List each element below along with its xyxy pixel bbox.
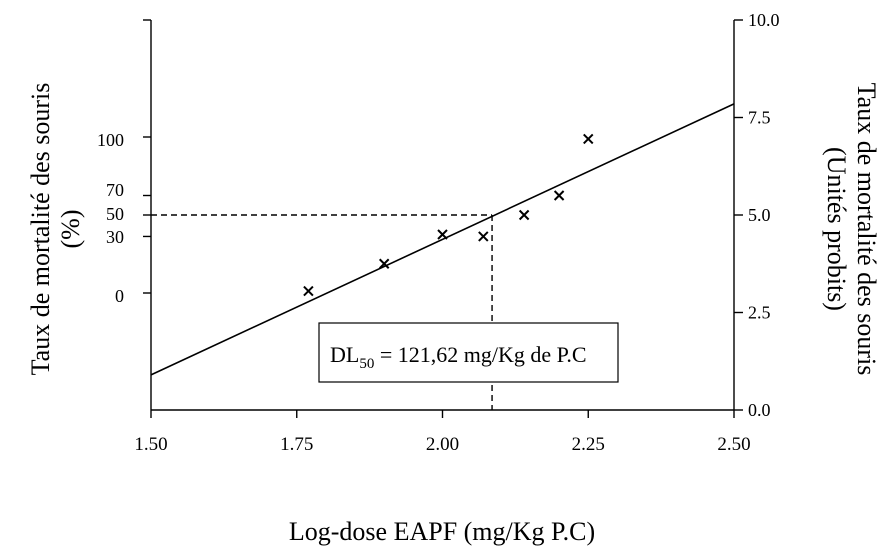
- y-left-tick-label: 0: [115, 286, 124, 306]
- data-point-marker: [378, 258, 390, 269]
- tick-labels: 1.50 1.75 2.00 2.25 2.50 0.0 2.5 5.0 7.5 10.0 0 30 5…: [97, 10, 780, 455]
- data-point-marker: [303, 285, 314, 297]
- x-tick-label: 1.50: [134, 434, 167, 455]
- ld50-annotation-text: DL50 = 121,62 mg/Kg de P.C: [330, 342, 587, 372]
- x-axis-title: Log-dose EAPF (mg/Kg P.C): [289, 517, 595, 546]
- data-point-marker: [553, 190, 565, 201]
- ld50-annotation-subscript: 50: [359, 356, 374, 372]
- x-tick-label: 2.00: [426, 434, 459, 455]
- ld50-annotation: DL50 = 121,62 mg/Kg de P.C: [318, 322, 619, 383]
- axes-group: [143, 19, 743, 418]
- ld50-annotation-box: [318, 322, 619, 383]
- y-right-tick-label: 5.0: [748, 205, 771, 225]
- data-points: [303, 133, 594, 297]
- regression-line: [150, 103, 735, 376]
- x-tick-label: 2.25: [572, 434, 605, 455]
- data-point-marker: [583, 133, 594, 145]
- y-right-axis-title-line2: (Unités probits): [822, 147, 851, 311]
- x-tick-label: 1.75: [280, 434, 313, 455]
- y-right-tick-label: 7.5: [748, 108, 771, 128]
- regression-line-group: [150, 103, 735, 376]
- y-left-tick-label: 100: [97, 130, 124, 150]
- y-left-axis-title-line1: Taux de mortalité des souris: [26, 83, 55, 376]
- ld50-annotation-suffix: = 121,62 mg/Kg de P.C: [374, 342, 586, 367]
- y-left-tick-label: 70: [106, 180, 124, 200]
- y-right-axis-title-line1: Taux de mortalité des souris: [852, 83, 881, 376]
- y-right-tick-label: 2.5: [748, 303, 771, 323]
- y-left-tick-label: 30: [106, 227, 124, 247]
- y-right-tick-label: 0.0: [748, 400, 771, 420]
- data-point-marker: [478, 231, 489, 242]
- ld50-annotation-prefix: DL: [330, 342, 359, 367]
- y-left-axis-title-line2: (%): [56, 210, 85, 249]
- data-point-marker: [437, 229, 448, 240]
- x-tick-label: 2.50: [717, 434, 750, 455]
- data-point-marker: [518, 209, 530, 221]
- y-right-tick-label: 10.0: [748, 10, 780, 30]
- y-left-tick-label: 50: [106, 204, 124, 224]
